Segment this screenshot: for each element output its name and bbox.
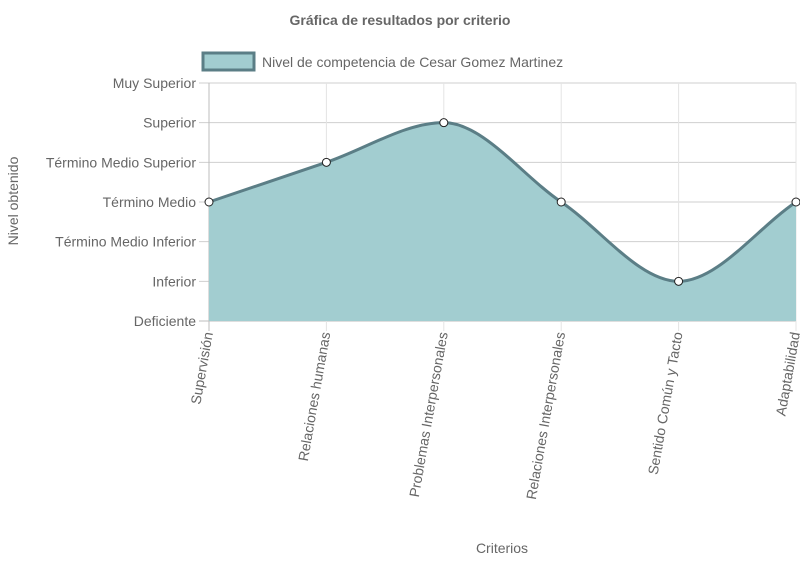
y-tick-label: Deficiente — [134, 313, 196, 329]
x-tick-label: Adaptabilidad — [772, 331, 800, 417]
x-tick-label: Relaciones humanas — [295, 331, 333, 463]
y-axis-title: Nivel obtenido — [5, 156, 21, 245]
x-tick-label: Sentido Común y Tacto — [645, 331, 686, 476]
y-tick-label: Término Medio Inferior — [55, 234, 196, 250]
chart-title: Gráfica de resultados por criterio — [290, 12, 511, 28]
x-tick-label: Supervisión — [187, 331, 215, 406]
data-point[interactable] — [791, 197, 800, 207]
legend[interactable]: Nivel de competencia de Cesar Gomez Mart… — [201, 51, 563, 72]
area-series — [208, 121, 797, 322]
area-fill — [209, 122, 796, 322]
x-axis-ticks: Supervisión Relaciones humanas Problemas I… — [187, 331, 800, 501]
data-points — [204, 118, 800, 286]
y-tick-label: Término Medio — [103, 194, 197, 210]
data-point[interactable] — [556, 197, 566, 207]
data-point[interactable] — [321, 157, 331, 167]
legend-label: Nivel de competencia de Cesar Gomez Mart… — [262, 54, 563, 70]
series-line — [208, 121, 797, 283]
x-tick-label: Problemas Interpersonales — [406, 331, 451, 499]
data-point[interactable] — [674, 276, 684, 286]
data-point[interactable] — [204, 197, 214, 207]
y-tick-label: Inferior — [152, 273, 196, 289]
data-point[interactable] — [439, 118, 449, 128]
y-tick-label: Muy Superior — [113, 75, 197, 91]
x-axis-title: Criterios — [476, 540, 528, 556]
y-axis-ticks: Deficiente Inferior Término Medio Inferior… — [46, 75, 197, 329]
x-tick-label: Relaciones Interpersonales — [523, 331, 568, 501]
legend-swatch — [201, 51, 256, 72]
y-tick-label: Término Medio Superior — [46, 154, 197, 170]
y-tick-label: Superior — [143, 115, 196, 131]
